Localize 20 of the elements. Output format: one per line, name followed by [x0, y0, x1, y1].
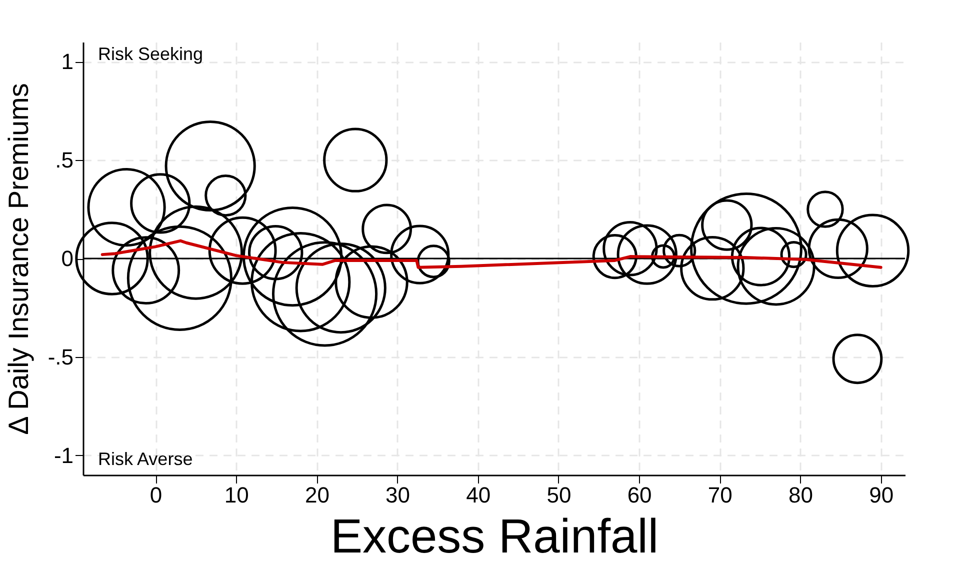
line-series [100, 239, 882, 269]
y-tick-label: .5 [55, 148, 74, 173]
y-tick-label: -.5 [48, 344, 74, 370]
y-tick-label: 1 [61, 49, 74, 74]
x-tick-label: 50 [546, 482, 572, 508]
x-tick-label: 90 [869, 482, 894, 508]
x-tick-label: 40 [466, 482, 491, 508]
x-tick-label: 30 [386, 482, 410, 508]
x-tick-label: 70 [708, 482, 732, 508]
annotation: Risk Seeking [98, 44, 204, 64]
x-tick-label: 20 [304, 482, 330, 508]
y-tick-label: -1 [54, 442, 74, 468]
x-axis-title: Excess Rainfall [330, 510, 659, 564]
x-tick-label: 10 [224, 482, 249, 508]
y-axis-title: Δ Daily Insurance Premiums [2, 83, 34, 435]
annotation: Risk Averse [98, 449, 193, 469]
x-tick-label: 80 [788, 482, 813, 508]
x-tick-label: 0 [150, 482, 162, 508]
x-tick-label: 60 [627, 482, 652, 508]
y-tick-label: 0 [61, 246, 74, 271]
